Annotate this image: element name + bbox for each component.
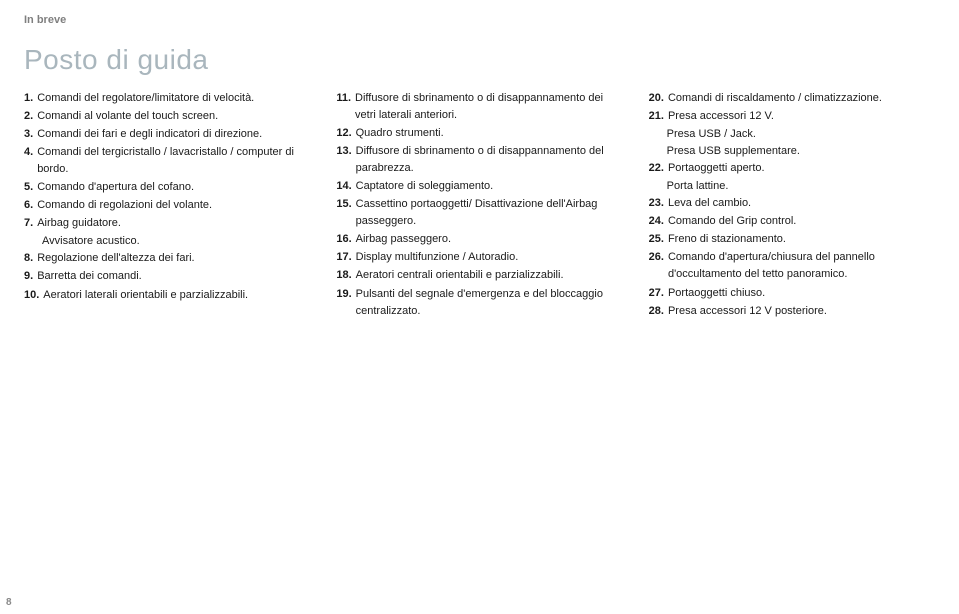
- item-text: Comando d'apertura/chiusura del pannello…: [668, 249, 935, 283]
- item-number: 21.: [649, 108, 668, 125]
- item-text: Comando d'apertura del cofano.: [37, 179, 194, 196]
- item-subtext: Avvisatore acustico.: [24, 233, 310, 250]
- list-item: 24.Comando del Grip control.: [649, 213, 935, 230]
- item-number: 18.: [336, 267, 355, 284]
- list-item: 25.Freno di stazionamento.: [649, 231, 935, 248]
- item-text: Pulsanti del segnale d'emergenza e del b…: [356, 286, 623, 320]
- item-text: Comando del Grip control.: [668, 213, 796, 230]
- list-item: 26.Comando d'apertura/chiusura del panne…: [649, 249, 935, 283]
- item-number: 25.: [649, 231, 668, 248]
- item-number: 16.: [336, 231, 355, 248]
- content-columns: 1.Comandi del regolatore/limitatore di v…: [24, 90, 935, 321]
- list-item: 17.Display multifunzione / Autoradio.: [336, 249, 622, 266]
- item-number: 15.: [336, 196, 355, 230]
- item-number: 3.: [24, 126, 37, 143]
- item-text: Comandi del regolatore/limitatore di vel…: [37, 90, 254, 107]
- list-item: 21.Presa accessori 12 V.: [649, 108, 935, 125]
- item-text: Comandi dei fari e degli indicatori di d…: [37, 126, 262, 143]
- item-number: 23.: [649, 195, 668, 212]
- list-item: 22.Portaoggetti aperto.: [649, 160, 935, 177]
- list-item: 13.Diffusore di sbrinamento o di disappa…: [336, 143, 622, 177]
- item-number: 7.: [24, 215, 37, 232]
- item-subtext: Presa USB / Jack.: [649, 126, 935, 143]
- list-item: 16.Airbag passeggero.: [336, 231, 622, 248]
- item-number: 13.: [336, 143, 355, 177]
- page-title: Posto di guida: [24, 44, 935, 76]
- list-item: 28.Presa accessori 12 V posteriore.: [649, 303, 935, 320]
- list-item: 3.Comandi dei fari e degli indicatori di…: [24, 126, 310, 143]
- item-number: 10.: [24, 287, 43, 304]
- item-number: 1.: [24, 90, 37, 107]
- list-item: 19.Pulsanti del segnale d'emergenza e de…: [336, 286, 622, 320]
- item-number: 19.: [336, 286, 355, 320]
- list-item: 11.Diffusore di sbrinamento o di disappa…: [336, 90, 622, 124]
- item-text: Regolazione dell'altezza dei fari.: [37, 250, 194, 267]
- item-text: Presa accessori 12 V.: [668, 108, 774, 125]
- item-text: Comando di regolazioni del volante.: [37, 197, 212, 214]
- list-item: 12.Quadro strumenti.: [336, 125, 622, 142]
- item-number: 4.: [24, 144, 37, 178]
- item-text: Portaoggetti chiuso.: [668, 285, 765, 302]
- column-3: 20.Comandi di riscaldamento / climatizza…: [649, 90, 935, 321]
- item-number: 28.: [649, 303, 668, 320]
- list-item: 6.Comando di regolazioni del volante.: [24, 197, 310, 214]
- item-number: 2.: [24, 108, 37, 125]
- list-item: 14.Captatore di soleggiamento.: [336, 178, 622, 195]
- item-number: 26.: [649, 249, 668, 283]
- item-text: Presa accessori 12 V posteriore.: [668, 303, 827, 320]
- item-number: 20.: [649, 90, 668, 107]
- item-number: 6.: [24, 197, 37, 214]
- item-text: Captatore di soleggiamento.: [356, 178, 494, 195]
- list-item: 8.Regolazione dell'altezza dei fari.: [24, 250, 310, 267]
- list-item: 1.Comandi del regolatore/limitatore di v…: [24, 90, 310, 107]
- item-number: 9.: [24, 268, 37, 285]
- list-item: 27.Portaoggetti chiuso.: [649, 285, 935, 302]
- item-number: 24.: [649, 213, 668, 230]
- item-number: 27.: [649, 285, 668, 302]
- item-number: 22.: [649, 160, 668, 177]
- list-item: 5.Comando d'apertura del cofano.: [24, 179, 310, 196]
- item-number: 14.: [336, 178, 355, 195]
- list-item: 18.Aeratori centrali orientabili e parzi…: [336, 267, 622, 284]
- item-text: Comandi di riscaldamento / climatizzazio…: [668, 90, 882, 107]
- column-1: 1.Comandi del regolatore/limitatore di v…: [24, 90, 310, 321]
- item-text: Freno di stazionamento.: [668, 231, 786, 248]
- item-number: 17.: [336, 249, 355, 266]
- item-text: Leva del cambio.: [668, 195, 751, 212]
- item-text: Diffusore di sbrinamento o di disappanna…: [355, 90, 623, 124]
- list-item: 20.Comandi di riscaldamento / climatizza…: [649, 90, 935, 107]
- item-text: Aeratori laterali orientabili e parziali…: [43, 287, 248, 304]
- item-text: Diffusore di sbrinamento o di disappanna…: [356, 143, 623, 177]
- list-item: 15.Cassettino portaoggetti/ Disattivazio…: [336, 196, 622, 230]
- list-item: 9.Barretta dei comandi.: [24, 268, 310, 285]
- item-text: Comandi del tergicristallo / lavacristal…: [37, 144, 310, 178]
- item-text: Airbag guidatore.: [37, 215, 121, 232]
- list-item: 4.Comandi del tergicristallo / lavacrist…: [24, 144, 310, 178]
- list-item: 7.Airbag guidatore.: [24, 215, 310, 232]
- section-header: In breve: [24, 14, 935, 26]
- item-number: 12.: [336, 125, 355, 142]
- item-text: Cassettino portaoggetti/ Disattivazione …: [356, 196, 623, 230]
- item-text: Aeratori centrali orientabili e parziali…: [356, 267, 564, 284]
- item-text: Airbag passeggero.: [356, 231, 451, 248]
- list-item: 2.Comandi al volante del touch screen.: [24, 108, 310, 125]
- item-text: Barretta dei comandi.: [37, 268, 142, 285]
- item-subtext: Presa USB supplementare.: [649, 143, 935, 160]
- item-text: Quadro strumenti.: [356, 125, 444, 142]
- column-2: 11.Diffusore di sbrinamento o di disappa…: [336, 90, 622, 321]
- item-number: 8.: [24, 250, 37, 267]
- list-item: 23.Leva del cambio.: [649, 195, 935, 212]
- item-text: Portaoggetti aperto.: [668, 160, 765, 177]
- page-number: 8: [6, 597, 12, 608]
- item-subtext: Porta lattine.: [649, 178, 935, 195]
- item-text: Comandi al volante del touch screen.: [37, 108, 218, 125]
- list-item: 10.Aeratori laterali orientabili e parzi…: [24, 287, 310, 304]
- item-text: Display multifunzione / Autoradio.: [356, 249, 519, 266]
- item-number: 11.: [336, 90, 355, 124]
- item-number: 5.: [24, 179, 37, 196]
